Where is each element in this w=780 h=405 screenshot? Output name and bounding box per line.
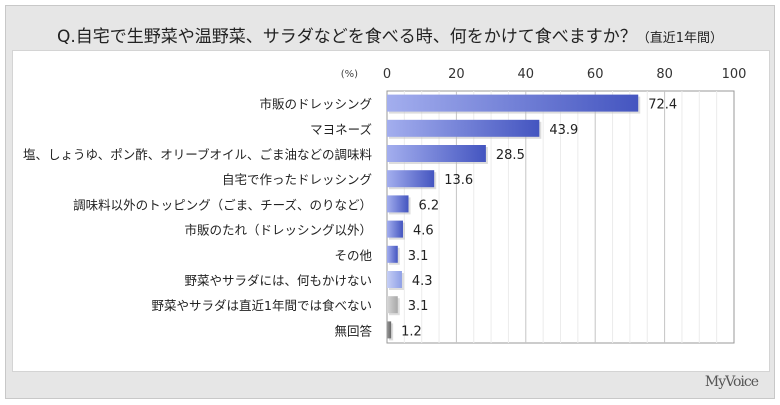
title-sub: （直近1年間）	[636, 31, 724, 46]
data-label: 3.1	[408, 249, 429, 264]
data-label: 43.9	[549, 123, 578, 138]
bar	[387, 321, 392, 339]
bar	[387, 271, 402, 288]
data-label: 4.3	[412, 274, 433, 289]
category-label: その他	[334, 248, 372, 263]
category-label: 野菜やサラダには、何もかけない	[184, 273, 372, 288]
data-label: 72.4	[648, 98, 677, 113]
myvoice-logo: MyVoice	[704, 374, 759, 390]
x-tick-label: 0	[383, 67, 391, 82]
data-label: 13.6	[444, 173, 473, 188]
category-label: 無回答	[334, 323, 372, 338]
x-tick-label: 60	[587, 67, 604, 82]
category-label: 塩、しょうゆ、ポン酢、オリーブオイル、ごま油などの調味料	[23, 147, 373, 162]
data-label: 28.5	[496, 148, 525, 163]
bar	[387, 220, 403, 238]
bar	[387, 94, 639, 112]
bar	[387, 170, 435, 188]
category-label: 自宅で作ったドレッシング	[222, 172, 372, 187]
data-label: 1.2	[401, 324, 422, 339]
x-tick-label: 20	[448, 67, 465, 82]
chart-title: Q.自宅で生野菜や温野菜、サラダなどを食べる時、何をかけて食べますか？（直近1年…	[0, 22, 780, 47]
unit-label: (%)	[341, 69, 358, 80]
data-label: 6.2	[419, 198, 440, 213]
category-label: 調味料以外のトッピング（ごま、チーズ、のりなど）	[73, 197, 372, 212]
bar	[387, 119, 540, 137]
bar	[387, 245, 398, 263]
category-label: マヨネーズ	[310, 122, 372, 137]
data-label: 4.6	[413, 224, 434, 239]
category-label: 市販のドレッシング	[259, 97, 372, 112]
x-tick-label: 40	[518, 67, 535, 82]
bar	[387, 195, 409, 213]
category-label: 野菜やサラダは直近1年間では食べない	[152, 298, 372, 313]
bar	[387, 296, 398, 314]
data-label: 3.1	[408, 299, 429, 314]
x-tick-label: 100	[722, 67, 747, 82]
category-label: 市販のたれ（ドレッシング以外）	[184, 223, 372, 238]
title-main: Q.自宅で生野菜や温野菜、サラダなどを食べる時、何をかけて食べますか？	[56, 27, 637, 47]
x-tick-label: 80	[656, 67, 673, 82]
bar	[387, 145, 486, 162]
